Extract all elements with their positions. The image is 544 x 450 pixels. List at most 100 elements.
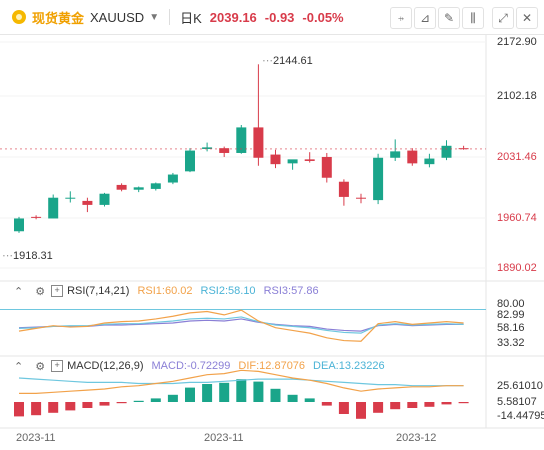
dea-value: DEA:13.23226 (313, 360, 385, 372)
macd-histogram-bar (356, 402, 366, 419)
gold-coin-icon (12, 10, 26, 24)
macd-title: MACD(12,26,9) (67, 360, 144, 372)
macd-histogram-bar (458, 402, 469, 404)
rsi1-value: RSI1:60.02 (137, 285, 193, 297)
macd-histogram-bar (167, 394, 178, 402)
macd-histogram-bar (219, 382, 230, 402)
macd-histogram-bar (14, 402, 24, 417)
rsi-header: ⌃ ⚙ + RSI(7,14,21) RSI1:60.02 RSI2:58.10… (0, 283, 319, 299)
price-change-pct: -0.05% (302, 9, 344, 25)
macd-axis-label: -14.44795 (497, 410, 544, 422)
interval-selector[interactable]: 日K (180, 10, 202, 26)
candle-body (270, 154, 281, 165)
candle-body (48, 197, 59, 219)
dea-line (18, 377, 464, 387)
collapse-icon[interactable]: ⌃ (14, 360, 24, 373)
macd-histogram-bar (99, 402, 110, 406)
draw-button[interactable]: ⊿ (414, 7, 436, 29)
candle-body (253, 127, 264, 158)
candle-body (407, 150, 418, 164)
macd-header: ⌃ ⚙ + MACD(12,26,9) MACD:-0.72299 DIF:12… (0, 358, 385, 374)
expand-box-icon[interactable]: + (51, 285, 64, 297)
macd-histogram-bar (236, 379, 247, 402)
candle-body (321, 156, 332, 178)
candle-body (99, 193, 110, 205)
macd-histogram-bar (321, 402, 332, 406)
expand-icon: ⤢ (498, 10, 508, 25)
macd-histogram-bar (304, 398, 315, 402)
candle-body (236, 127, 247, 153)
candle-body (31, 216, 42, 218)
high-annotation: ⋯2144.61 (262, 54, 313, 67)
settings-icon[interactable]: ⚙ (35, 360, 46, 373)
dif-line (19, 369, 464, 394)
candle-body (219, 148, 230, 153)
candle-body (82, 200, 93, 205)
candle-body (133, 187, 144, 190)
macd-histogram-bar (48, 402, 59, 413)
annotation-dots: ⋯ (2, 250, 13, 262)
last-price: 2039.16 (209, 9, 257, 25)
chevron-down-icon[interactable]: ▼ (149, 11, 160, 23)
candle-body (202, 147, 213, 149)
low-value: 1918.31 (13, 250, 53, 262)
candle-type-button[interactable]: ⫼ (462, 7, 484, 29)
macd-histogram-bar (202, 384, 213, 402)
close-icon: ✕ (521, 11, 533, 25)
price-axis-label: 1890.02 (497, 262, 537, 274)
macd-histogram-bar (150, 398, 161, 402)
macd-histogram-bar (424, 402, 435, 407)
low-annotation: ⋯1918.31 (2, 249, 53, 262)
rsi2-value: RSI2:58.10 (200, 285, 256, 297)
x-axis-label: 2023-11 (16, 432, 56, 444)
price-axis-label: 1960.74 (497, 212, 537, 224)
expand-box-icon[interactable]: + (51, 360, 64, 372)
annotation-dots: ⋯ (262, 55, 273, 67)
candle-body (390, 151, 401, 158)
candle-body (424, 158, 435, 165)
macd-histogram-bar (133, 400, 144, 402)
price-axis-label: 2172.90 (497, 36, 537, 48)
collapse-icon[interactable]: ⌃ (14, 285, 24, 298)
pencil-icon: ✎ (443, 11, 455, 25)
macd-histogram-bar (407, 402, 418, 408)
candle-body (441, 145, 452, 158)
macd-histogram-bar (287, 394, 298, 402)
instrument-symbol[interactable]: XAUUSD (90, 9, 145, 25)
macd-histogram-bar (441, 402, 452, 405)
candle-body (116, 184, 127, 190)
macd-axis-label: 5.58107 (497, 396, 537, 408)
chart-icon: ⍆ (397, 10, 405, 25)
rsi-axis-label: 82.99 (497, 309, 525, 321)
high-value: 2144.61 (273, 55, 313, 67)
candle-body (287, 159, 298, 164)
macd-histogram-bar (338, 402, 349, 414)
indicator-button[interactable]: ⍆ (390, 7, 412, 29)
price-axis-label-current: 2031.46 (497, 151, 537, 163)
macd-histogram-bar (373, 402, 384, 413)
macd-histogram-bar (116, 402, 127, 404)
settings-icon[interactable]: ⚙ (35, 285, 46, 298)
macd-histogram-bar (390, 402, 401, 410)
candle-body (14, 218, 24, 232)
candle-body (65, 197, 76, 199)
macd-histogram-bar (270, 388, 281, 402)
expand-button[interactable]: ⤢ (492, 7, 514, 29)
macd-histogram-bar (82, 402, 93, 408)
macd-histogram-bar (31, 402, 42, 416)
draw-icon: ⊿ (419, 11, 431, 25)
candle-body (185, 150, 195, 172)
candle-icon: ⫼ (470, 10, 476, 25)
price-change: -0.93 (264, 9, 295, 25)
pencil-button[interactable]: ✎ (438, 7, 460, 29)
rsi1-line (18, 309, 464, 342)
macd-axis-label: 25.61010 (497, 380, 543, 392)
instrument-name[interactable]: 现货黄金 (32, 10, 85, 26)
rsi3-line (18, 318, 464, 332)
candle-body (304, 159, 315, 161)
candle-body (458, 148, 469, 150)
rsi-axis-label: 80.00 (497, 298, 525, 310)
candle-body (356, 197, 366, 199)
close-button[interactable]: ✕ (516, 7, 538, 29)
